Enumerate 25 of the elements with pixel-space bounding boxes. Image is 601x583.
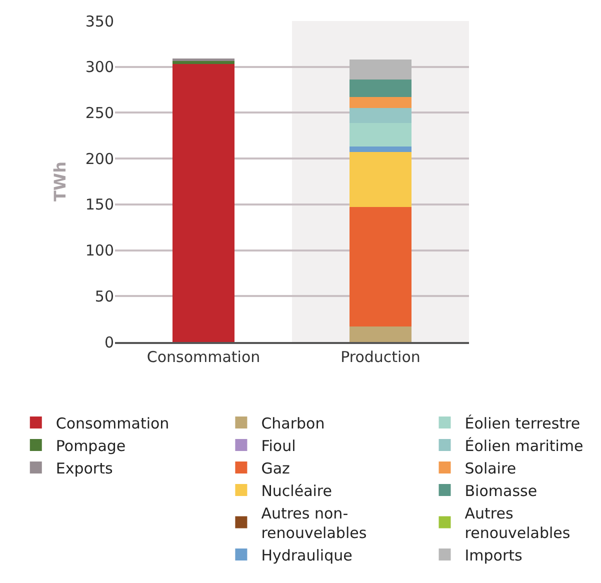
legend-label: Nucléaire <box>261 482 332 500</box>
y-tick-label: 50 <box>94 287 114 306</box>
legend-label: Solaire <box>464 459 516 478</box>
legend-label: Charbon <box>261 414 325 432</box>
y-tick-label: 150 <box>85 196 114 214</box>
legend-label: Fioul <box>261 436 296 455</box>
y-tick-label: 200 <box>85 150 114 168</box>
legend-label: Éolien maritime <box>464 436 584 455</box>
y-tick-label: 100 <box>85 242 114 260</box>
legend-label: Hydraulique <box>261 546 352 564</box>
legend-label: Biomasse <box>464 482 538 500</box>
y-tick-label: 0 <box>104 333 114 352</box>
legend-label: Consommation <box>56 414 170 432</box>
legend-label: Gaz <box>261 459 290 478</box>
legend-label: Autres non-renouvelables <box>261 504 367 542</box>
y-axis-title: TWh <box>50 162 70 202</box>
y-tick-label: 250 <box>85 104 114 122</box>
legend-label: Pompage <box>56 436 126 455</box>
legend-label: Autres renouvelables <box>464 504 570 542</box>
legend-label: Exports <box>56 459 113 478</box>
legend-label: Imports <box>464 546 523 564</box>
y-tick-label: 300 <box>85 58 114 76</box>
x-tick-label: Production <box>340 348 420 366</box>
y-tick-label: 350 <box>85 12 114 30</box>
legend-label: Éolien terrestre <box>464 414 580 432</box>
